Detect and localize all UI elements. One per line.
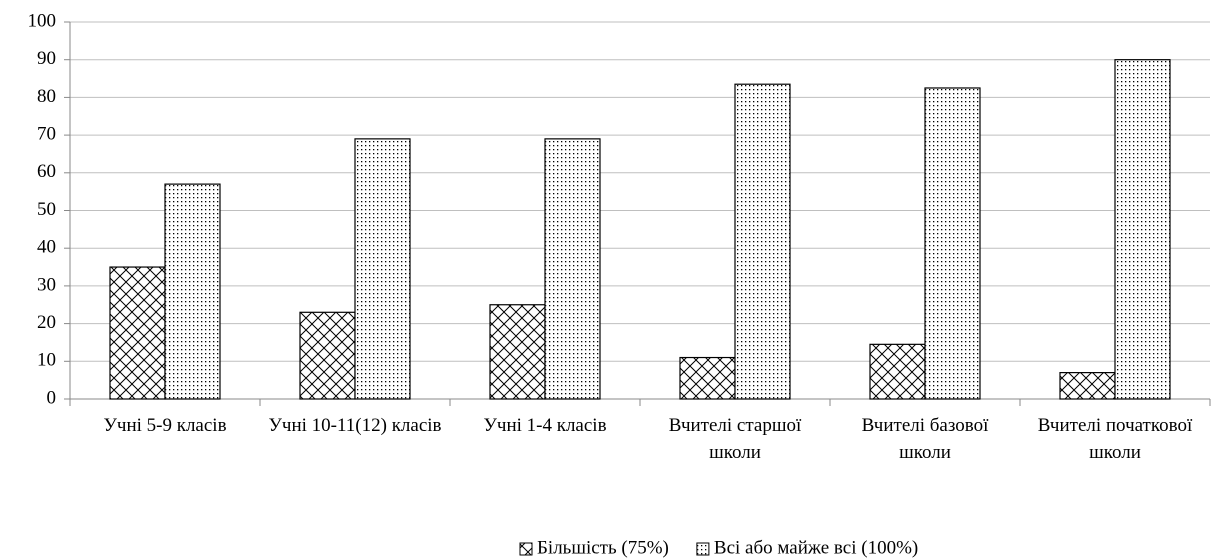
y-tick-label: 0 [47, 387, 57, 408]
x-tick-label: Учні 5-9 класів [103, 415, 227, 436]
y-tick-label: 60 [37, 161, 56, 182]
bar [354, 138, 411, 400]
bar [164, 183, 221, 400]
bar [1059, 372, 1116, 400]
legend-swatch [519, 542, 533, 556]
bar [489, 304, 546, 400]
bar [734, 83, 791, 400]
legend-label: Більшість (75%) [537, 537, 669, 558]
y-tick-label: 50 [37, 199, 56, 220]
legend-swatch [696, 542, 710, 556]
bar [544, 138, 601, 400]
bar [924, 87, 981, 400]
bar [679, 356, 736, 400]
y-tick-label: 40 [37, 237, 56, 258]
x-tick-label: Вчителі початкової школи [1037, 415, 1193, 463]
x-tick-label: Вчителі старшої школи [668, 415, 802, 463]
bar [1114, 59, 1171, 400]
y-tick-label: 100 [28, 10, 57, 31]
x-tick-label: Вчителі базової школи [861, 415, 989, 463]
y-tick-label: 70 [37, 123, 56, 144]
legend-label: Всі або майже всі (100%) [714, 537, 918, 558]
y-tick-label: 90 [37, 48, 56, 69]
bar [299, 311, 356, 400]
y-tick-label: 20 [37, 312, 56, 333]
bar [869, 343, 926, 400]
x-tick-label: Учні 10-11(12) класів [268, 415, 442, 436]
y-tick-label: 80 [37, 86, 56, 107]
y-tick-label: 30 [37, 274, 56, 295]
y-tick-label: 10 [37, 350, 56, 371]
x-tick-label: Учні 1-4 класів [483, 415, 607, 436]
bar [109, 266, 166, 400]
